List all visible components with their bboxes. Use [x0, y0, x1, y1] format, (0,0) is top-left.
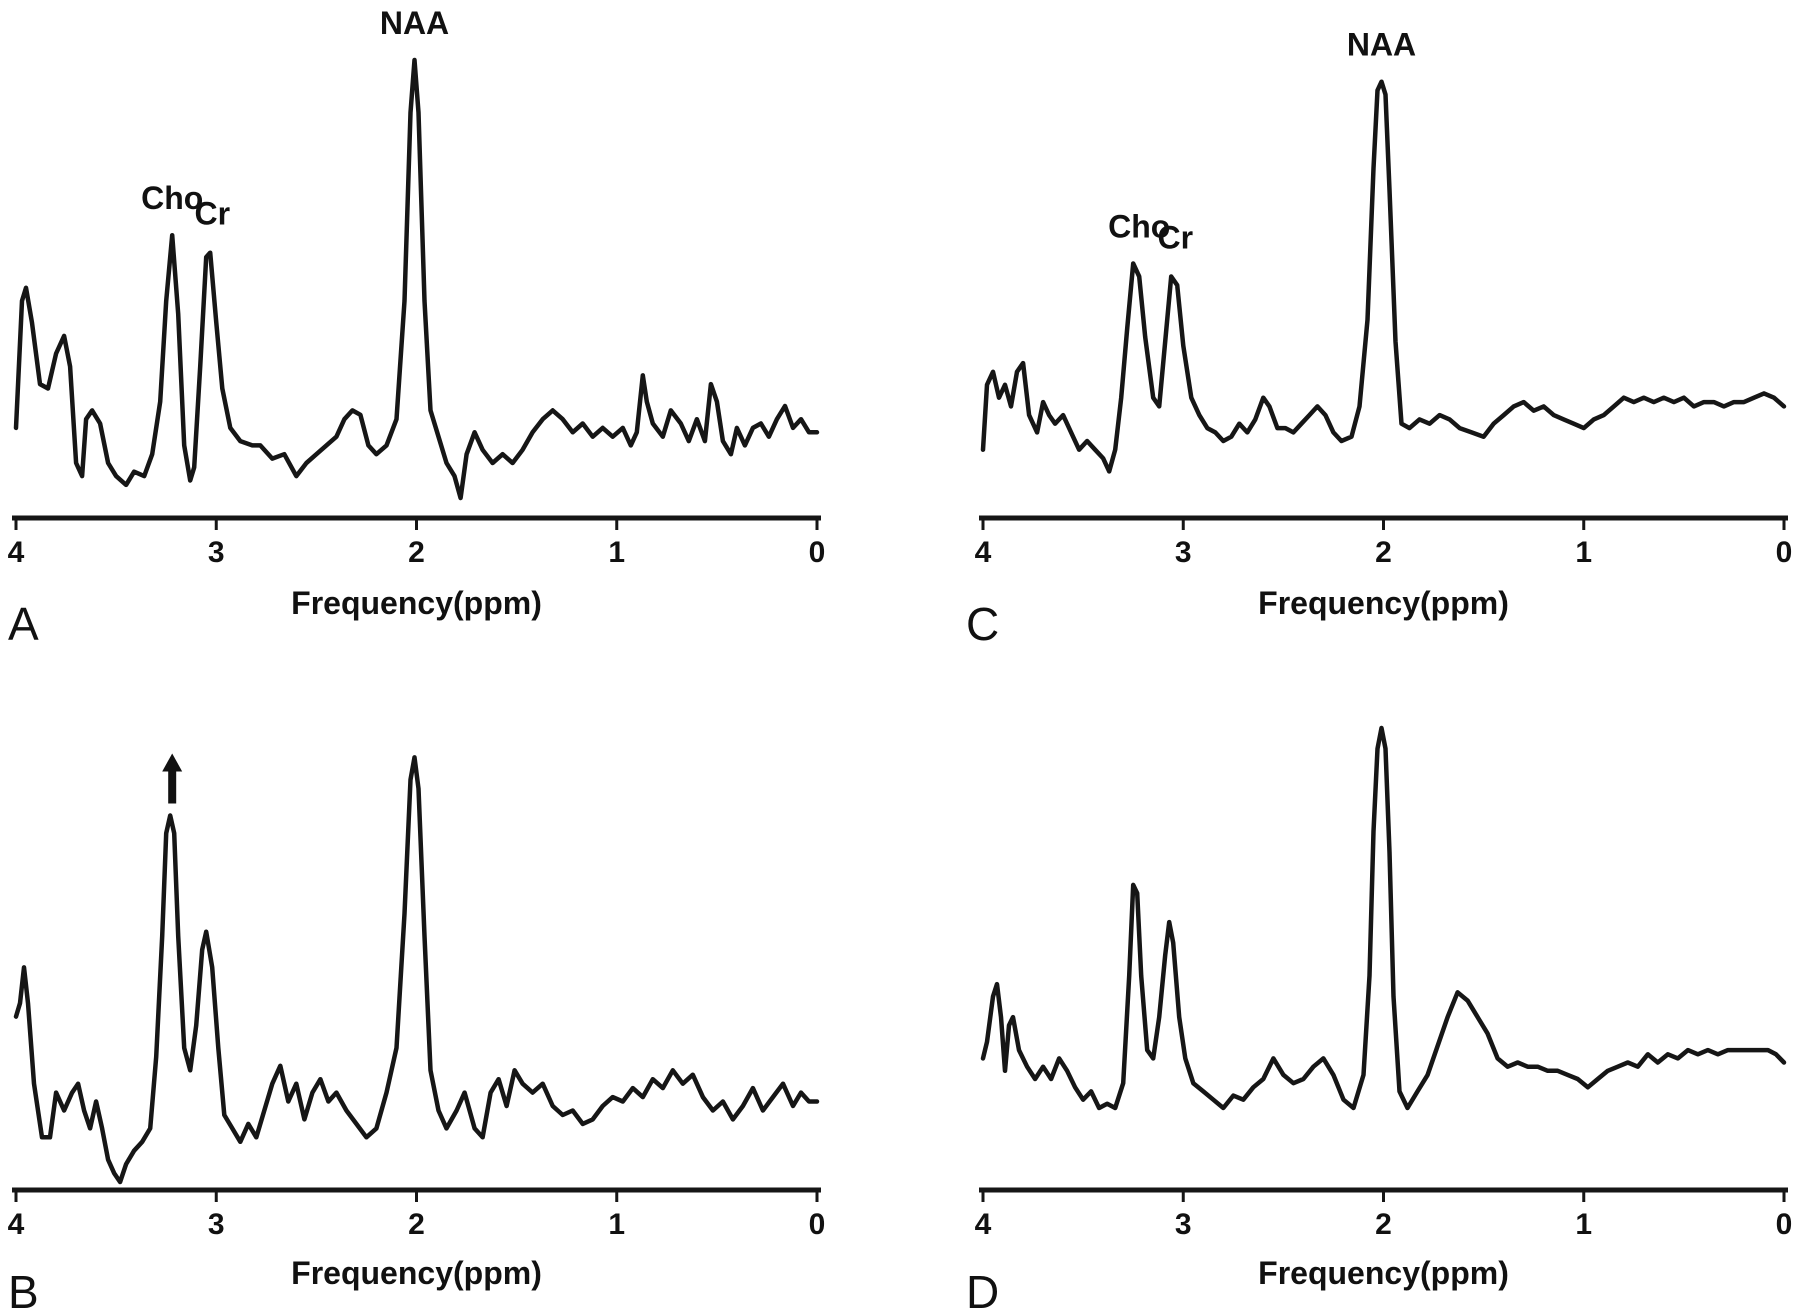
x-axis-title: Frequency(ppm): [291, 1255, 542, 1291]
x-tick-label: 2: [1375, 1208, 1392, 1241]
x-tick-label: 2: [408, 536, 425, 569]
panel-letter: D: [966, 1266, 999, 1315]
x-axis-title: Frequency(ppm): [1258, 585, 1509, 621]
x-tick-label: 0: [1776, 1208, 1793, 1241]
spectrum-line: [13, 57, 820, 501]
x-tick-label: 3: [208, 1208, 225, 1241]
x-tick-label: 3: [1175, 1208, 1192, 1241]
x-tick-label: 1: [1575, 1208, 1592, 1241]
spectrum-line: [980, 725, 1787, 1111]
x-tick-label: 2: [1375, 536, 1392, 569]
x-tick-label: 4: [8, 536, 25, 569]
panel-letter: C: [966, 598, 999, 650]
up-arrow-icon: [162, 753, 183, 804]
x-tick-label: 2: [408, 1208, 425, 1241]
peak-label-cr: Cr: [194, 196, 230, 232]
x-axis-title: Frequency(ppm): [1258, 1255, 1509, 1291]
x-axis-title: Frequency(ppm): [291, 585, 542, 621]
spectrum-line: [980, 79, 1787, 474]
peak-label-naa: NAA: [1347, 27, 1416, 63]
arrow-head: [162, 753, 183, 772]
peak-label-naa: NAA: [380, 5, 449, 41]
panel-letter: A: [8, 598, 39, 650]
x-tick-label: 1: [608, 536, 625, 569]
x-tick-label: 1: [608, 1208, 625, 1241]
x-tick-label: 4: [975, 1208, 992, 1241]
x-tick-label: 0: [809, 536, 826, 569]
x-tick-label: 3: [1175, 536, 1192, 569]
x-tick-label: 4: [975, 536, 992, 569]
x-tick-label: 0: [809, 1208, 826, 1241]
x-tick-label: 3: [208, 536, 225, 569]
spectrum-line: [13, 755, 820, 1185]
peak-label-cr: Cr: [1157, 220, 1193, 256]
panel-letter: B: [8, 1266, 39, 1315]
peak-label-cho: Cho: [1108, 209, 1170, 245]
x-tick-label: 0: [1776, 536, 1793, 569]
spectrum-panel-b: 4 3 2 1 0 Frequency(ppm) B: [8, 753, 826, 1315]
x-tick-label: 1: [1575, 536, 1592, 569]
peak-label-cho: Cho: [141, 180, 203, 216]
x-tick-label: 4: [8, 1208, 25, 1241]
spectrum-panel-d: 4 3 2 1 0 Frequency(ppm) D: [966, 725, 1793, 1315]
